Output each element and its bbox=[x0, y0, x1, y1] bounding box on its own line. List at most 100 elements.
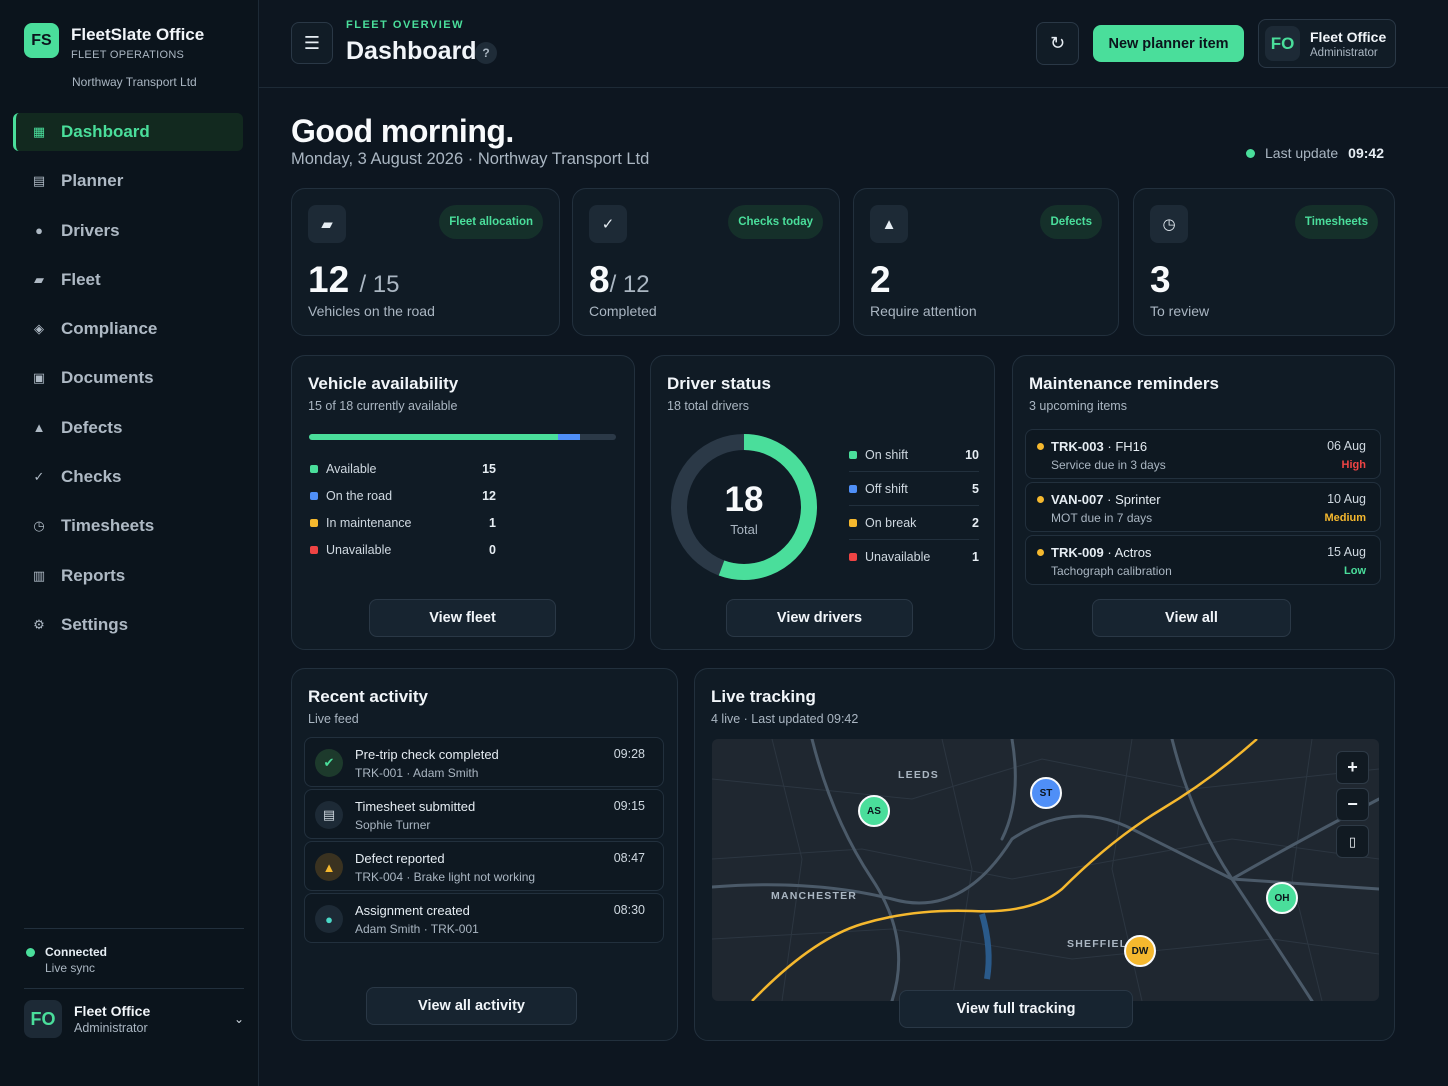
status-dot bbox=[1037, 443, 1044, 450]
card-title: Maintenance reminders bbox=[1029, 374, 1219, 393]
activity-item[interactable]: ● Assignment created Adam Smith · TRK-00… bbox=[304, 893, 664, 943]
maintenance-item[interactable]: TRK-003 · FH16 Service due in 3 days 06 … bbox=[1025, 429, 1381, 479]
menu-button[interactable]: ☰ bbox=[291, 22, 333, 64]
truck-icon: ▰ bbox=[308, 205, 346, 243]
new-planner-item-button[interactable]: New planner item bbox=[1093, 25, 1244, 62]
stat-label: Require attention bbox=[870, 303, 977, 319]
view-all-maintenance-button[interactable]: View all bbox=[1092, 599, 1291, 637]
view-fleet-button[interactable]: View fleet bbox=[369, 599, 556, 637]
maintenance-detail: Service due in 3 days bbox=[1051, 458, 1166, 472]
driver-donut bbox=[671, 434, 817, 580]
help-icon[interactable]: ? bbox=[475, 42, 497, 64]
legend-swatch bbox=[849, 484, 857, 493]
activity-item[interactable]: ▲ Defect reported TRK-004 · Brake light … bbox=[304, 841, 664, 891]
card-subtitle: Live feed bbox=[308, 712, 359, 726]
page-title: Dashboard bbox=[346, 37, 477, 65]
legend-value: 2 bbox=[972, 515, 979, 530]
connection-status: Connected Live sync bbox=[26, 945, 107, 975]
stat-total: / 12 bbox=[609, 271, 650, 298]
sidebar-item-planner[interactable]: ▤ Planner bbox=[13, 162, 243, 200]
map-label-manchester: MANCHESTER bbox=[771, 890, 858, 902]
stat-value: 3 bbox=[1150, 259, 1171, 301]
legend-swatch bbox=[310, 546, 318, 554]
sidebar-item-defects[interactable]: ▲ Defects bbox=[13, 409, 243, 447]
sidebar-item-label: Fleet bbox=[61, 269, 101, 289]
driver-status-row: Off shift 5 bbox=[849, 472, 979, 506]
brand-title: FleetSlate Office bbox=[71, 25, 205, 44]
last-update-time: 09:42 bbox=[1348, 145, 1384, 161]
stat-card-defects[interactable]: ▲ Defects 2 Require attention bbox=[853, 188, 1119, 336]
maintenance-card: Maintenance reminders 3 upcoming items T… bbox=[1012, 355, 1395, 650]
document-icon: ▣ bbox=[32, 370, 46, 386]
brand-org: Northway Transport Ltd bbox=[72, 75, 197, 89]
greeting-date: Monday, 3 August 2026 · Northway Transpo… bbox=[291, 150, 650, 168]
activity-title: Defect reported bbox=[355, 851, 445, 866]
sidebar-item-dashboard[interactable]: ▦ Dashboard bbox=[13, 113, 243, 151]
gear-icon: ⚙ bbox=[33, 616, 45, 632]
stat-value: 12 / 15 bbox=[308, 259, 399, 301]
sidebar-item-documents[interactable]: ▣ Documents bbox=[13, 359, 243, 397]
maintenance-item[interactable]: VAN-007 · Sprinter MOT due in 7 days 10 … bbox=[1025, 482, 1381, 532]
status-dot bbox=[1037, 549, 1044, 556]
document-icon: ▤ bbox=[315, 801, 343, 829]
sidebar-item-timesheets[interactable]: ◷ Timesheets bbox=[13, 507, 243, 545]
legend-swatch bbox=[849, 553, 857, 561]
driver-status-row: Unavailable 1 bbox=[849, 540, 979, 574]
maintenance-item[interactable]: TRK-009 · Actros Tachograph calibration … bbox=[1025, 535, 1381, 585]
sidebar-item-settings[interactable]: ⚙ Settings bbox=[13, 606, 243, 644]
view-drivers-button[interactable]: View drivers bbox=[726, 599, 913, 637]
sidebar-item-fleet[interactable]: ▰ Fleet bbox=[13, 261, 243, 299]
sidebar-item-label: Drivers bbox=[61, 220, 120, 240]
stat-number: 3 bbox=[1150, 259, 1171, 300]
sidebar-item-drivers[interactable]: ● Drivers bbox=[13, 212, 243, 250]
stat-pill: Checks today bbox=[728, 205, 823, 239]
activity-item[interactable]: ✔ Pre-trip check completed TRK-001 · Ada… bbox=[304, 737, 664, 787]
vehicle-marker-as[interactable]: AS bbox=[858, 795, 890, 827]
stat-pill: Fleet allocation bbox=[439, 205, 543, 239]
maintenance-detail: MOT due in 7 days bbox=[1051, 511, 1153, 525]
sidebar-item-label: Defects bbox=[61, 417, 123, 437]
stat-card-checks[interactable]: ✓ Checks today 8/ 12 Completed bbox=[572, 188, 840, 336]
stat-number: 12 bbox=[308, 259, 350, 300]
view-full-tracking-button[interactable]: View full tracking bbox=[899, 990, 1133, 1028]
legend-label: On shift bbox=[865, 447, 909, 462]
card-subtitle: 3 upcoming items bbox=[1029, 399, 1127, 413]
availability-bar bbox=[309, 434, 616, 440]
driver-status-row: On break 2 bbox=[849, 506, 979, 540]
activity-item[interactable]: ▤ Timesheet submitted Sophie Turner 09:1… bbox=[304, 789, 664, 839]
check-icon: ✓ bbox=[33, 469, 45, 485]
account-button[interactable]: FO Fleet Office Administrator bbox=[1258, 19, 1396, 68]
maintenance-model: Actros bbox=[1114, 545, 1152, 560]
maintenance-id: TRK-003 bbox=[1051, 439, 1104, 454]
avatar: FO bbox=[1265, 26, 1300, 61]
vehicle-marker-dw[interactable]: DW bbox=[1124, 935, 1156, 967]
maintenance-date: 10 Aug bbox=[1327, 492, 1366, 506]
sidebar: FS FleetSlate Office FLEET OPERATIONS No… bbox=[0, 0, 259, 1086]
account-name: Fleet Office bbox=[1310, 28, 1387, 45]
legend-value: 15 bbox=[482, 462, 496, 476]
fullscreen-button[interactable]: ▯ bbox=[1336, 825, 1369, 858]
view-all-activity-button[interactable]: View all activity bbox=[366, 987, 577, 1025]
legend-row: Available 15 bbox=[310, 462, 496, 476]
refresh-button[interactable]: ↻ bbox=[1036, 22, 1079, 65]
chevron-down-icon[interactable]: ⌄ bbox=[233, 1012, 244, 1026]
activity-time: 09:15 bbox=[613, 799, 645, 813]
legend-swatch bbox=[310, 519, 318, 527]
sidebar-item-checks[interactable]: ✓ Checks bbox=[13, 458, 243, 496]
zoom-out-button[interactable]: − bbox=[1336, 788, 1369, 821]
sidebar-item-label: Reports bbox=[61, 565, 126, 585]
sidebar-item-compliance[interactable]: ◈ Compliance bbox=[13, 310, 243, 348]
stat-card-timesheets[interactable]: ◷ Timesheets 3 To review bbox=[1133, 188, 1395, 336]
legend-value: 1 bbox=[489, 516, 496, 530]
vehicle-marker-st[interactable]: ST bbox=[1030, 777, 1062, 809]
tracking-map[interactable]: LEEDS MANCHESTER SHEFFIELD AS ST OH DW bbox=[712, 739, 1379, 1001]
activity-title: Timesheet submitted bbox=[355, 799, 476, 814]
sidebar-item-reports[interactable]: ▥ Reports bbox=[13, 557, 243, 595]
activity-time: 08:47 bbox=[613, 851, 645, 865]
maintenance-id: VAN-007 bbox=[1051, 492, 1104, 507]
user-menu[interactable]: FO Fleet Office Administrator ⌄ bbox=[24, 1000, 244, 1038]
zoom-in-button[interactable]: + bbox=[1336, 751, 1369, 784]
vehicle-marker-oh[interactable]: OH bbox=[1266, 882, 1298, 914]
stat-card-fleet-allocation[interactable]: ▰ Fleet allocation 12 / 15 Vehicles on t… bbox=[291, 188, 560, 336]
legend-value: 12 bbox=[482, 489, 496, 503]
